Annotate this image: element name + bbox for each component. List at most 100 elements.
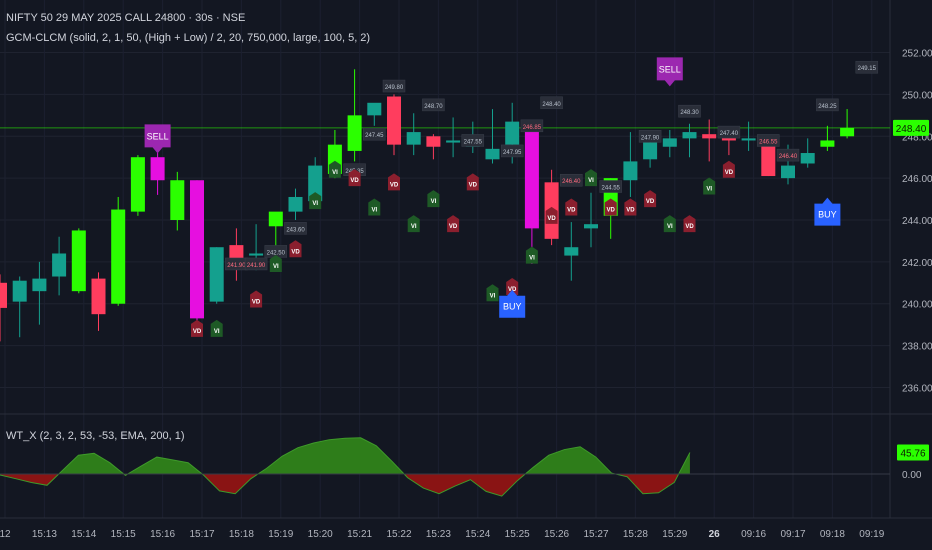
level-label-box (599, 180, 622, 193)
buy-signal-text: BUY (818, 210, 837, 220)
volume-tag-text: VD (449, 224, 458, 230)
candle-body (800, 153, 815, 164)
candle-body (190, 180, 204, 319)
time-tick-label: 15:26 (544, 529, 569, 540)
price-tick-label: 238.00 (902, 342, 932, 353)
time-tick-label: 09:16 (741, 529, 766, 540)
candle-body (524, 121, 539, 229)
time-tick-label: 15:20 (308, 529, 333, 540)
price-tick-label: 242.00 (902, 258, 932, 269)
level-label-text: 247.40 (720, 131, 739, 137)
level-label-text: 246.40 (779, 154, 798, 160)
candle-body (91, 278, 106, 315)
volume-tag-shape (368, 198, 381, 216)
volume-tag-text: VI (490, 293, 496, 299)
volume-tag-shape (486, 284, 499, 302)
candle-body (71, 230, 86, 292)
price-axis: 252.00 250.00 248.00 246.00 244.00 242.00 240.… (893, 49, 932, 394)
oscillator-legend[interactable]: WT_X (2, 3, 2, 53, -53, EMA, 200, 1) (6, 430, 185, 442)
level-label-box (382, 79, 406, 93)
volume-tag-shape (683, 215, 696, 233)
wt-area-negative (0, 474, 690, 497)
volume-tag-shape (328, 160, 341, 178)
price-tick-label: 246.00 (902, 174, 932, 185)
sell-signal-text: SELL (659, 64, 681, 74)
candle-body (406, 132, 421, 145)
volume-tags-layer: VD VI VD VI VD VI VI VD VI VD VI VI VD VD VI VD VI VD VD VI… (191, 160, 735, 337)
volume-tag-shape (289, 240, 302, 258)
wt-last-badge (897, 444, 929, 461)
time-tick-label: 15:28 (623, 529, 648, 540)
candle-body (0, 282, 7, 308)
time-tick-label: 09:18 (820, 529, 845, 540)
volume-tag-text: VI (588, 178, 594, 184)
level-label-box (560, 173, 583, 187)
candle-body (702, 134, 717, 139)
sell-signal-badge (656, 57, 683, 87)
candle-body (584, 224, 598, 229)
volume-tag-text: VD (291, 249, 300, 255)
volume-tag-shape (407, 215, 420, 233)
volume-tag-shape (545, 206, 558, 224)
level-label-text: 249.15 (858, 66, 877, 72)
candle-body (721, 136, 736, 141)
level-label-text: 246.40 (562, 179, 581, 185)
volume-tag-shape (309, 192, 322, 210)
volume-tag-shape (427, 190, 440, 208)
price-tick-label: 244.00 (902, 216, 932, 227)
level-label-box (678, 104, 701, 118)
wt-tick-label: 0.00 (902, 470, 922, 481)
candle-body (505, 121, 520, 145)
time-tick-label: 09:17 (780, 529, 805, 540)
buy-signal-badge (499, 289, 526, 318)
time-tick-label: 15:23 (426, 529, 451, 540)
candle-body (564, 247, 579, 256)
wt-area-positive (0, 437, 690, 474)
indicator-legend[interactable]: GCM-CLCM (solid, 2, 1, 50, (High + Low) … (6, 32, 371, 44)
volume-tag-shape (466, 173, 479, 191)
time-tick-label: 15:15 (111, 529, 136, 540)
volume-tag-text: VD (685, 224, 694, 230)
time-tick-label: 15:18 (229, 529, 254, 540)
candle-body (643, 142, 658, 160)
time-tick-label: 15:14 (71, 529, 96, 540)
volume-tag-text: VI (214, 329, 220, 335)
volume-tag-shape (348, 169, 361, 187)
candle-body (130, 157, 145, 212)
candle-body (367, 102, 382, 116)
volume-tag-shape (388, 173, 400, 191)
level-label-box (855, 60, 879, 74)
level-label-text: 248.40 (542, 102, 561, 108)
time-tick-label: 15:25 (505, 529, 530, 540)
candle-body (111, 209, 126, 304)
time-tick-label: 15:22 (386, 529, 411, 540)
volume-tag-text: VI (371, 207, 377, 213)
signals-layer: SELL SELL BUY BUY (144, 57, 841, 318)
candle-body (52, 253, 67, 277)
candle-body (781, 165, 795, 179)
symbol-legend[interactable]: NIFTY 50 29 MAY 2025 CALL 24800 · 30s · … (6, 12, 246, 24)
volume-tag-text: VI (431, 199, 437, 205)
candle-body (820, 140, 835, 147)
buy-signal-text: BUY (503, 302, 522, 312)
volume-tag-text: VI (667, 224, 673, 230)
level-label-text: 247.95 (503, 150, 522, 156)
level-label-text: 247.90 (641, 135, 660, 141)
volume-tag-text: VD (626, 207, 635, 213)
candle-body (170, 180, 185, 220)
volume-tag-shape (525, 246, 538, 264)
candle-body (840, 127, 855, 137)
volume-tag-text: VD (252, 300, 261, 306)
volume-tag-text: VI (706, 187, 712, 193)
last-price-text: 248.40 (896, 124, 927, 135)
volume-tag-shape (506, 277, 519, 295)
time-tick-label: 15:24 (465, 529, 490, 540)
level-label-text: 248.25 (818, 104, 837, 110)
level-label-text: 242.50 (267, 250, 286, 256)
candle-body (12, 280, 27, 302)
volume-tag-text: VD (350, 178, 359, 184)
candle-body (347, 115, 362, 151)
time-tick-label: 26 (709, 529, 721, 540)
volume-tag-text: VD (390, 182, 399, 188)
